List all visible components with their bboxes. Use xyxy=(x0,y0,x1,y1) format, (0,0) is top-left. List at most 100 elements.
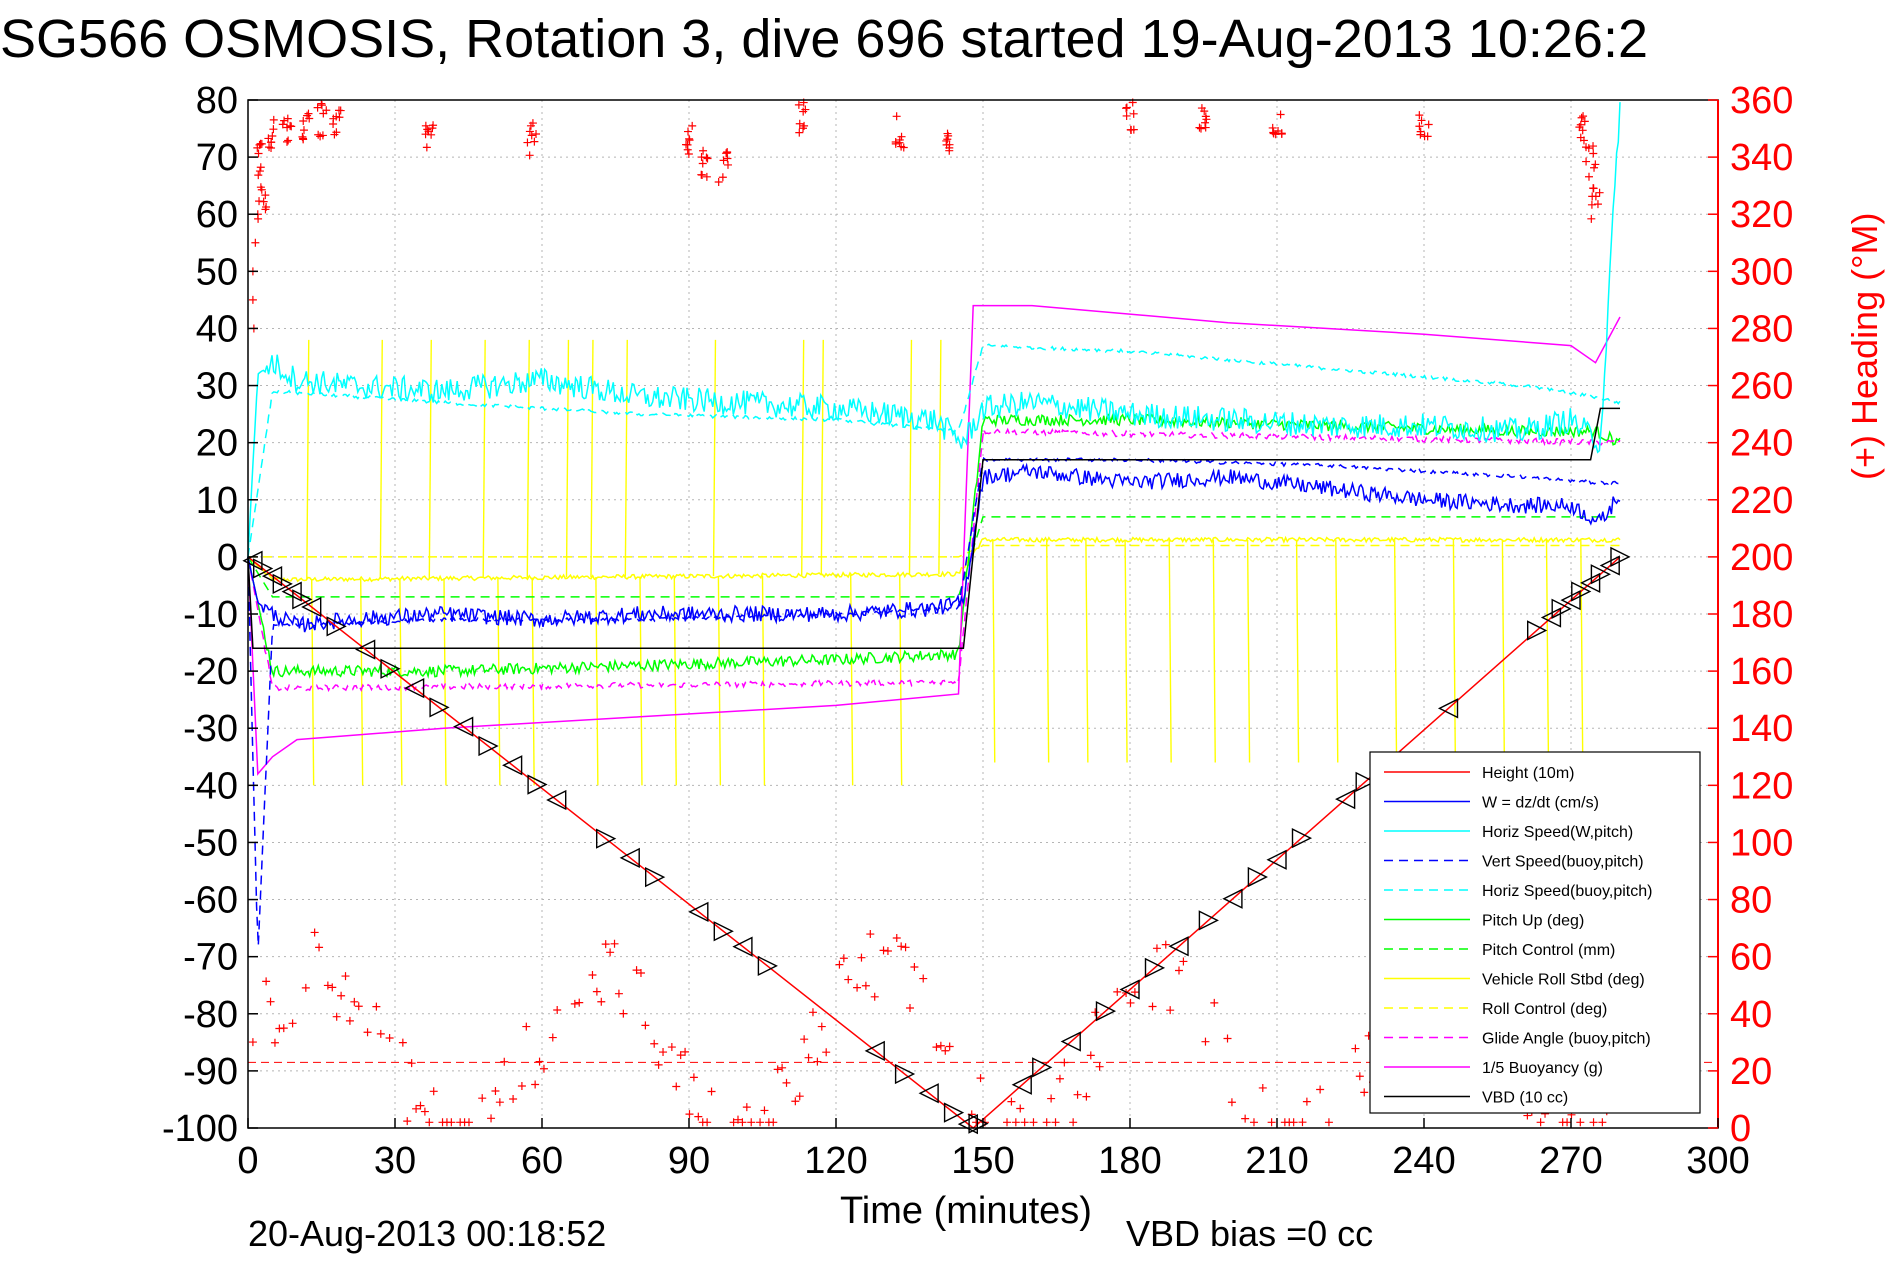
chart-title: SG566 OSMOSIS, Rotation 3, dive 696 star… xyxy=(0,9,1649,69)
roll-spike xyxy=(1085,539,1089,763)
heading-marker xyxy=(283,114,292,123)
heading-marker xyxy=(1201,1037,1210,1046)
legend-label: Height (10m) xyxy=(1482,765,1574,782)
heading-marker xyxy=(844,975,853,984)
heading-marker xyxy=(1424,120,1433,129)
y-tick-label: 40 xyxy=(196,308,238,350)
x-tick-label: 180 xyxy=(1098,1140,1161,1182)
heading-marker xyxy=(372,1002,381,1011)
heading-marker xyxy=(944,131,953,140)
heading-marker xyxy=(1589,149,1598,158)
depth-marker xyxy=(272,573,293,595)
legend-label: Horiz Speed(W,pitch) xyxy=(1482,824,1633,841)
heading-marker xyxy=(280,116,289,125)
heading-marker xyxy=(641,1021,650,1030)
depth-marker xyxy=(1266,849,1287,870)
heading-marker xyxy=(1598,1118,1607,1127)
heading-marker xyxy=(942,140,951,149)
depth-marker xyxy=(355,639,376,660)
depth-marker xyxy=(645,867,666,888)
y-tick-label: 60 xyxy=(196,194,238,236)
heading-marker xyxy=(1082,1092,1091,1101)
depth-marker xyxy=(864,1040,885,1061)
roll-spike xyxy=(443,578,447,786)
heading-marker xyxy=(423,125,432,134)
depth-marker xyxy=(1551,598,1572,619)
roll-spike xyxy=(1295,539,1300,763)
heading-marker xyxy=(794,100,803,109)
depth-marker xyxy=(1437,698,1459,719)
heading-marker xyxy=(526,121,535,130)
heading-marker xyxy=(251,238,260,247)
heading-marker xyxy=(694,1112,703,1121)
y-tick-label: 50 xyxy=(196,251,238,293)
heading-marker xyxy=(1576,120,1585,129)
heading-marker xyxy=(1047,1094,1056,1103)
heading-marker xyxy=(1276,110,1285,119)
y-tick-label: -10 xyxy=(183,594,238,636)
y2-tick-label: 180 xyxy=(1730,594,1793,636)
heading-marker xyxy=(278,120,287,129)
roll-spike xyxy=(1246,539,1251,763)
y2-tick-label: 20 xyxy=(1730,1051,1772,1093)
heading-marker xyxy=(1223,1034,1232,1043)
heading-marker xyxy=(1593,200,1602,209)
heading-marker xyxy=(883,946,892,955)
heading-marker xyxy=(1416,127,1425,136)
heading-marker xyxy=(672,1082,681,1091)
heading-marker xyxy=(407,1059,416,1068)
heading-marker xyxy=(261,205,270,214)
depth-marker xyxy=(918,1083,939,1104)
heading-marker xyxy=(310,928,319,937)
heading-marker xyxy=(1588,192,1597,201)
heading-marker xyxy=(269,125,278,134)
y2-tick-label: 300 xyxy=(1730,251,1793,293)
heading-marker xyxy=(1536,1118,1545,1127)
heading-marker xyxy=(1324,1118,1333,1127)
heading-marker xyxy=(1042,1118,1051,1127)
heading-marker xyxy=(659,1048,668,1057)
depth-marker xyxy=(1119,979,1140,1000)
heading-marker xyxy=(464,1118,473,1127)
roll-spike xyxy=(311,579,315,786)
heading-marker xyxy=(495,1098,504,1107)
depth-marker xyxy=(688,901,709,923)
depth-marker xyxy=(404,677,425,699)
depth-marker xyxy=(1526,620,1548,641)
heading-marker xyxy=(1091,1008,1100,1017)
x-tick-label: 30 xyxy=(374,1140,416,1182)
heading-marker xyxy=(667,1043,676,1052)
legend-label: Horiz Speed(buoy,pitch) xyxy=(1482,883,1652,900)
roll-spike xyxy=(428,339,432,579)
heading-marker xyxy=(891,139,900,148)
heading-marker xyxy=(897,942,906,951)
heading-marker xyxy=(795,119,804,128)
heading-marker xyxy=(335,113,344,122)
heading-marker xyxy=(329,114,338,123)
heading-marker xyxy=(1589,184,1598,193)
heading-marker xyxy=(1055,1074,1064,1083)
roll-spike xyxy=(595,577,599,786)
heading-marker xyxy=(523,138,532,147)
heading-marker xyxy=(314,130,323,139)
y2-tick-label: 120 xyxy=(1730,765,1793,807)
heading-marker xyxy=(905,1004,914,1012)
heading-marker xyxy=(619,1009,628,1018)
depth-marker xyxy=(527,774,548,795)
heading-marker xyxy=(525,127,534,136)
series-pitch-control-mm xyxy=(247,516,1620,598)
heading-marker xyxy=(1267,1118,1276,1127)
heading-marker xyxy=(1417,116,1426,125)
roll-spike xyxy=(379,339,383,579)
y2-tick-label: 140 xyxy=(1730,708,1793,750)
heading-marker xyxy=(248,1038,257,1047)
roll-spike xyxy=(360,578,364,786)
heading-marker xyxy=(1576,133,1585,142)
depth-marker xyxy=(1060,1031,1081,1052)
heading-marker xyxy=(870,992,879,1001)
y-tick-label: 80 xyxy=(196,80,238,122)
heading-marker xyxy=(522,1022,531,1031)
depth-marker xyxy=(1032,1057,1053,1078)
heading-marker xyxy=(734,1115,742,1124)
